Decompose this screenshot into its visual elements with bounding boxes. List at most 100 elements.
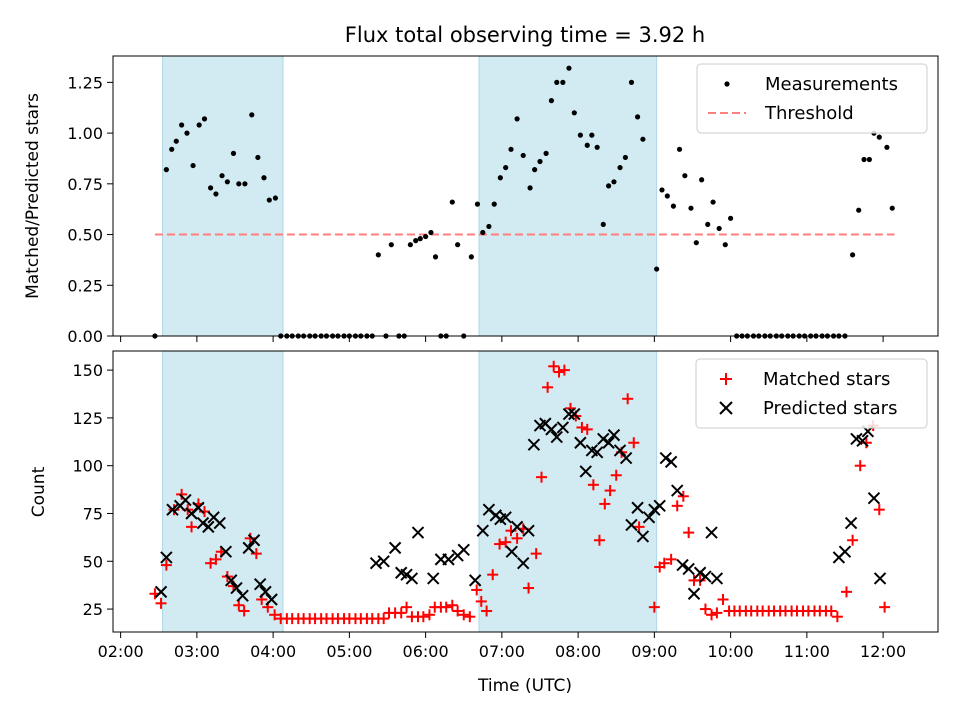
measurement-point bbox=[600, 221, 606, 228]
predicted-star-point bbox=[527, 438, 541, 451]
bottom-shaded-intervals bbox=[162, 350, 658, 633]
measurement-point bbox=[520, 152, 526, 159]
measurement-point bbox=[388, 242, 394, 248]
top-x-ticks bbox=[120, 336, 884, 342]
measurement-point bbox=[866, 156, 872, 163]
predicted-star-point bbox=[838, 545, 852, 558]
x-axis-label: Time (UTC) bbox=[477, 676, 572, 696]
matched-star-point bbox=[233, 599, 245, 611]
measurement-point bbox=[272, 195, 279, 201]
predicted-star-point bbox=[568, 407, 581, 421]
measurement-point bbox=[242, 181, 248, 187]
measurement-point bbox=[532, 167, 538, 173]
matched-star-point bbox=[423, 609, 435, 621]
measurement-point bbox=[201, 116, 208, 122]
predicted-star-point bbox=[247, 534, 261, 547]
measurement-point bbox=[566, 65, 572, 71]
predicted-star-point bbox=[517, 556, 530, 570]
predicted-star-point bbox=[710, 572, 724, 585]
measurement-point bbox=[169, 146, 175, 152]
matched-star-point bbox=[487, 569, 499, 581]
top-shaded-interval-1 bbox=[478, 55, 658, 337]
measurement-point bbox=[676, 146, 683, 152]
predicted-star-point bbox=[597, 432, 610, 446]
top-y-axis-label: Matched/Predicted stars bbox=[23, 93, 43, 299]
bottom-y-tick-label: 25 bbox=[83, 600, 103, 619]
measurement-point bbox=[617, 164, 623, 171]
measurement-point bbox=[577, 132, 583, 138]
predicted-star-point bbox=[179, 493, 192, 507]
x-tick-label: 04:00 bbox=[250, 642, 296, 661]
top-y-tick-label: 0.00 bbox=[67, 327, 103, 346]
top-y-tick-label: 0.50 bbox=[67, 226, 103, 245]
measurement-point bbox=[173, 138, 179, 144]
measurement-point bbox=[861, 156, 867, 163]
measurement-point bbox=[716, 225, 722, 232]
measurement-point bbox=[375, 252, 381, 258]
measurement-point bbox=[527, 185, 533, 191]
predicted-star-point bbox=[400, 568, 413, 581]
bottom-legend: Matched stars Predicted stars bbox=[695, 358, 928, 429]
measurement-point bbox=[455, 242, 461, 248]
matched-star-point bbox=[542, 381, 554, 393]
predicted-star-point bbox=[676, 558, 689, 572]
matched-star-point bbox=[576, 421, 588, 433]
predicted-star-point bbox=[844, 516, 858, 530]
measurement-point bbox=[407, 242, 413, 248]
matched-star-point bbox=[155, 597, 167, 609]
measurement-point bbox=[850, 252, 856, 258]
matched-star-point bbox=[481, 605, 493, 617]
measurement-point bbox=[628, 79, 635, 85]
predicted-star-point bbox=[457, 543, 470, 557]
matched-star-point bbox=[622, 393, 634, 405]
bottom-plot-frame bbox=[112, 350, 939, 633]
legend-threshold-label: Threshold bbox=[764, 103, 854, 124]
legend-matched-marker bbox=[720, 373, 732, 385]
measurement-point bbox=[497, 175, 503, 181]
matched-star-point bbox=[706, 609, 718, 621]
predicted-star-point bbox=[468, 574, 482, 587]
matched-star-point bbox=[879, 601, 891, 613]
x-tick-label: 09:00 bbox=[631, 642, 677, 661]
measurement-point bbox=[423, 233, 429, 240]
predicted-star-point bbox=[442, 553, 455, 566]
matched-star-point bbox=[831, 611, 843, 623]
predicted-star-point bbox=[590, 446, 604, 459]
matched-star-point bbox=[440, 601, 452, 613]
legend-predicted-label: Predicted stars bbox=[763, 398, 897, 419]
bottom-y-axis-label: Count bbox=[29, 466, 49, 517]
measurement-point bbox=[184, 130, 190, 136]
matched-star-point bbox=[500, 536, 512, 548]
measurement-point bbox=[699, 177, 705, 183]
legend-measurements-label: Measurements bbox=[765, 74, 898, 95]
predicted-star-point bbox=[631, 501, 644, 514]
top-y-ticks: 0.00 0.25 0.50 0.75 1.00 1.25 bbox=[67, 73, 113, 346]
measurement-point bbox=[688, 205, 694, 211]
matched-star-point bbox=[458, 609, 470, 621]
predicted-star-point bbox=[196, 516, 210, 530]
matched-star-point bbox=[665, 553, 677, 565]
x-tick-label: 07:00 bbox=[479, 642, 525, 661]
predicted-star-point bbox=[253, 578, 267, 591]
measurement-point bbox=[543, 150, 549, 156]
matched-star-point bbox=[587, 479, 599, 491]
measurement-point bbox=[179, 122, 185, 128]
bottom-y-tick-label: 100 bbox=[72, 457, 103, 476]
predicted-star-point bbox=[192, 501, 205, 514]
predicted-star-point bbox=[602, 436, 615, 449]
predicted-star-point bbox=[160, 551, 173, 564]
matched-star-point bbox=[417, 611, 429, 623]
predicted-star-point bbox=[202, 520, 215, 534]
x-tick-label: 02:00 bbox=[98, 642, 144, 661]
matched-star-point bbox=[523, 582, 535, 594]
predicted-star-point bbox=[699, 570, 712, 583]
predicted-star-point bbox=[369, 556, 383, 570]
predicted-star-point bbox=[550, 430, 563, 444]
measurement-point bbox=[654, 266, 660, 272]
bottom-shaded-interval-0 bbox=[162, 350, 284, 633]
measurement-point bbox=[611, 179, 617, 185]
matched-star-point bbox=[694, 574, 706, 586]
measurement-point bbox=[634, 114, 641, 120]
measurement-point bbox=[514, 116, 520, 122]
legend-measurements-marker bbox=[724, 81, 730, 87]
